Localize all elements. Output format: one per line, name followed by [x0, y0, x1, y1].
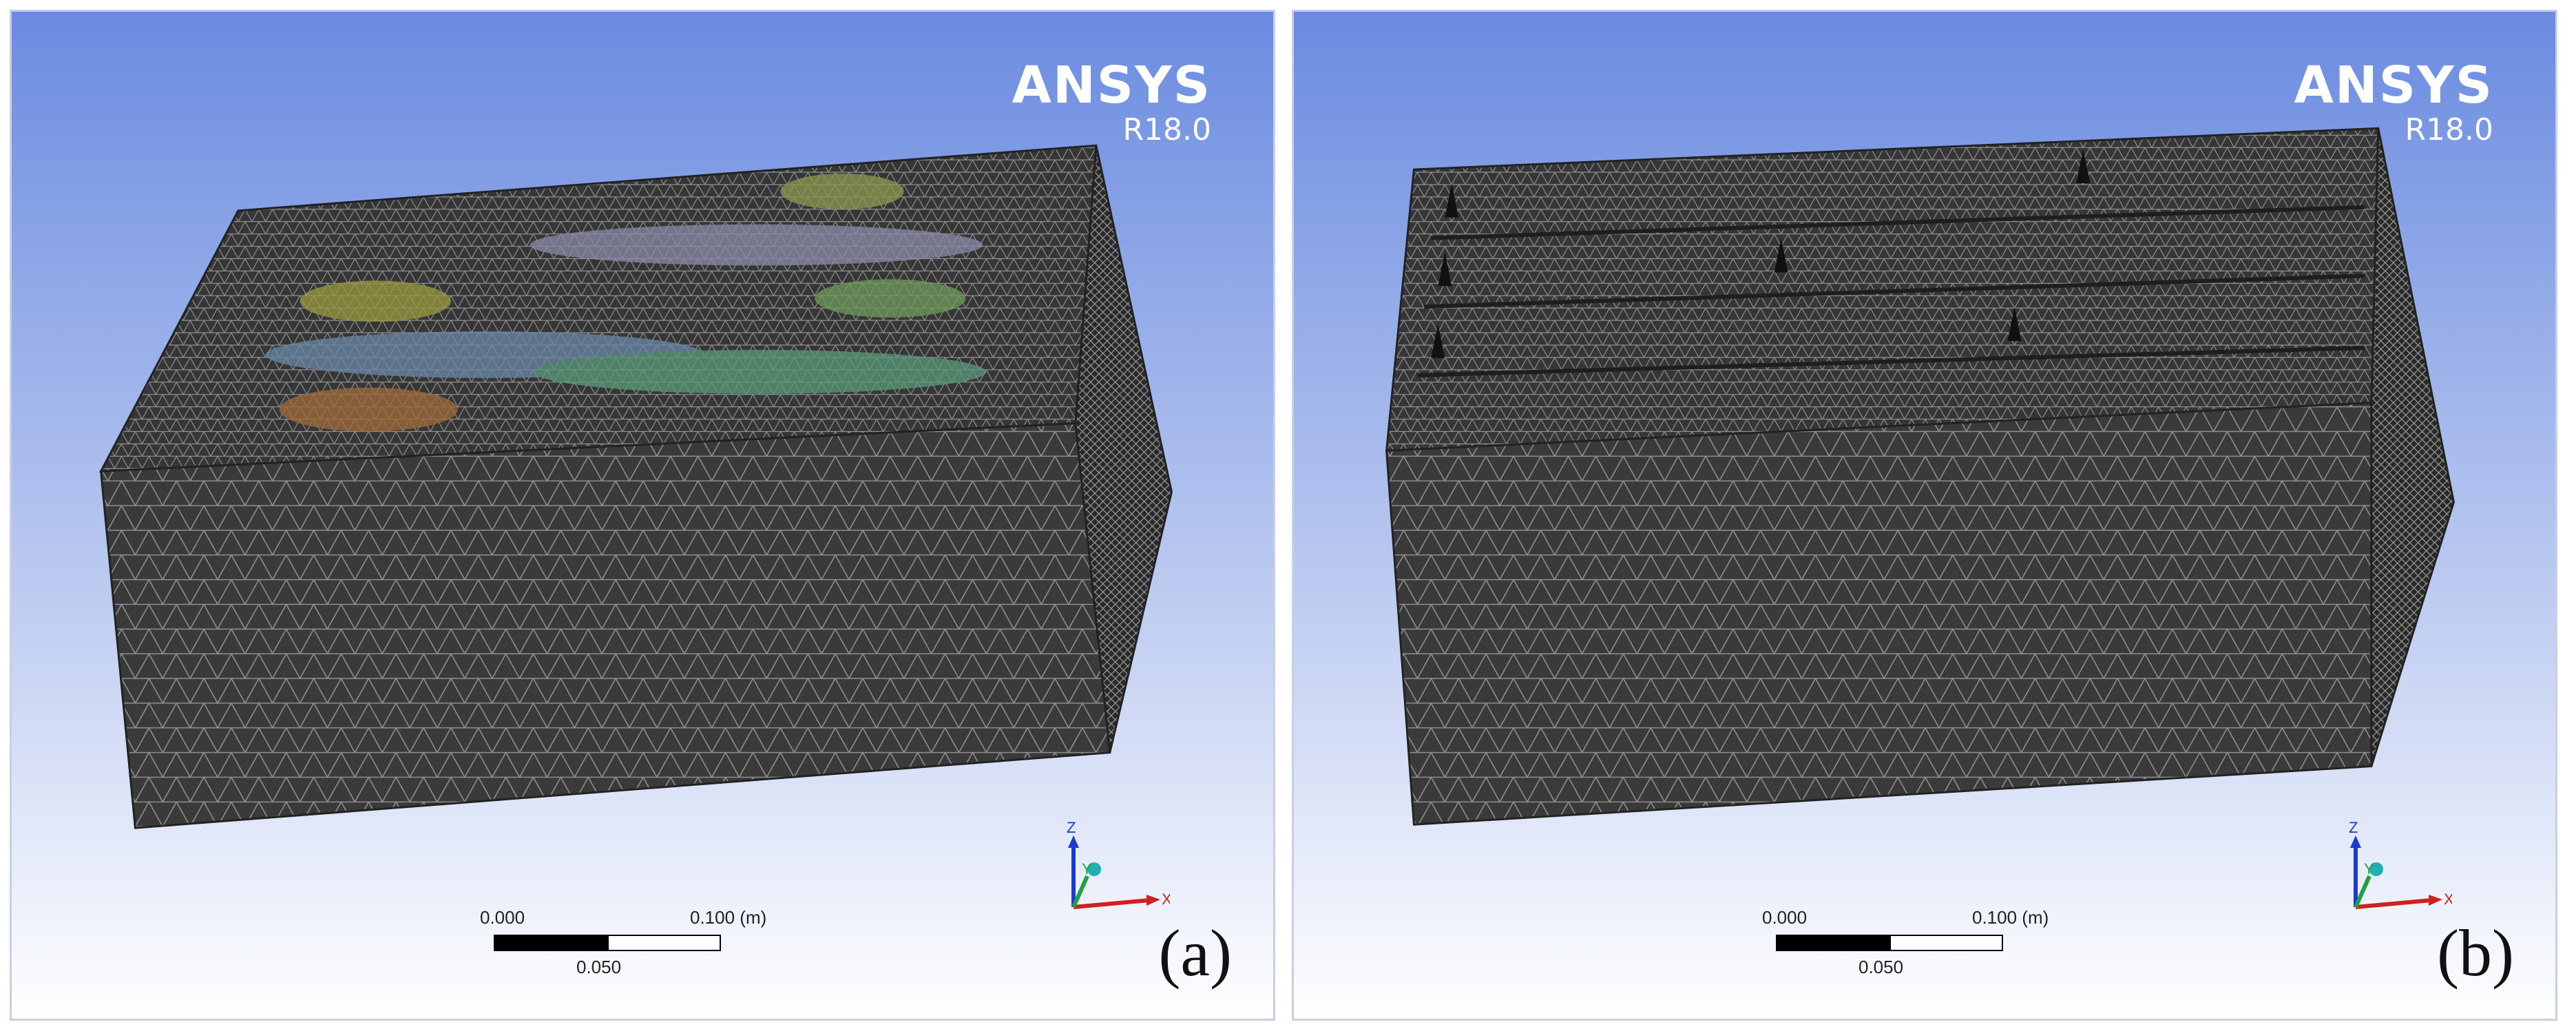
axis-x-label: X	[1162, 891, 1170, 908]
axis-y-label: Y	[1082, 860, 1092, 877]
scale-bar: 0.000 0.100 (m) 0.050	[1762, 907, 2049, 977]
scale-segment-black	[494, 935, 607, 951]
front-face	[1385, 402, 2373, 826]
axis-y-label: Y	[2364, 860, 2374, 877]
brand-version: R18.0	[2405, 112, 2493, 147]
panel-label: (b)	[2437, 916, 2514, 990]
ansys-logo: ANSYS R18.0	[2294, 60, 2493, 147]
axis-x-label: X	[2444, 891, 2452, 908]
axis-triad[interactable]: Z Y X	[2314, 818, 2454, 928]
scale-segment-black	[1776, 935, 1889, 951]
scale-end: 0.100 (m)	[690, 907, 767, 928]
mesh-view-panel-a: ANSYS R18.0 0.000 0.100 (m) 0.050 Z Y X …	[10, 10, 1275, 1021]
scale-segment-white	[607, 935, 721, 951]
graphics-viewport[interactable]	[12, 12, 1273, 1019]
scale-end: 0.100 (m)	[1972, 907, 2049, 928]
side-face	[2370, 128, 2455, 767]
scale-mid: 0.050	[576, 957, 622, 977]
cell-terminals	[1431, 149, 2091, 358]
brand-name: ANSYS	[1012, 56, 1211, 115]
brand-version: R18.0	[1122, 112, 1211, 147]
panel-label: (a)	[1158, 916, 1232, 990]
scale-mid: 0.050	[1858, 957, 1904, 977]
scale-segment-white	[1889, 935, 2003, 951]
top-face	[1385, 127, 2380, 452]
brand-name: ANSYS	[2294, 56, 2493, 115]
mesh-view-panel-b: ANSYS R18.0 0.000 0.100 (m) 0.050 Z Y X …	[1292, 10, 2557, 1021]
axis-z-label: Z	[1067, 819, 1076, 836]
mesh-model-b	[1294, 12, 2555, 1019]
side-face	[1074, 145, 1173, 753]
cell-slots	[1417, 205, 2365, 377]
scale-start: 0.000	[480, 907, 525, 928]
scale-start: 0.000	[1762, 907, 1808, 928]
ansys-logo: ANSYS R18.0	[1012, 60, 1211, 147]
axis-triad[interactable]: Z Y X	[1032, 818, 1172, 928]
axis-z-label: Z	[2349, 819, 2358, 836]
scale-bar: 0.000 0.100 (m) 0.050	[480, 907, 766, 977]
graphics-viewport[interactable]	[1294, 12, 2555, 1019]
battery-cells	[265, 174, 987, 432]
mesh-model-a	[12, 12, 1273, 1019]
